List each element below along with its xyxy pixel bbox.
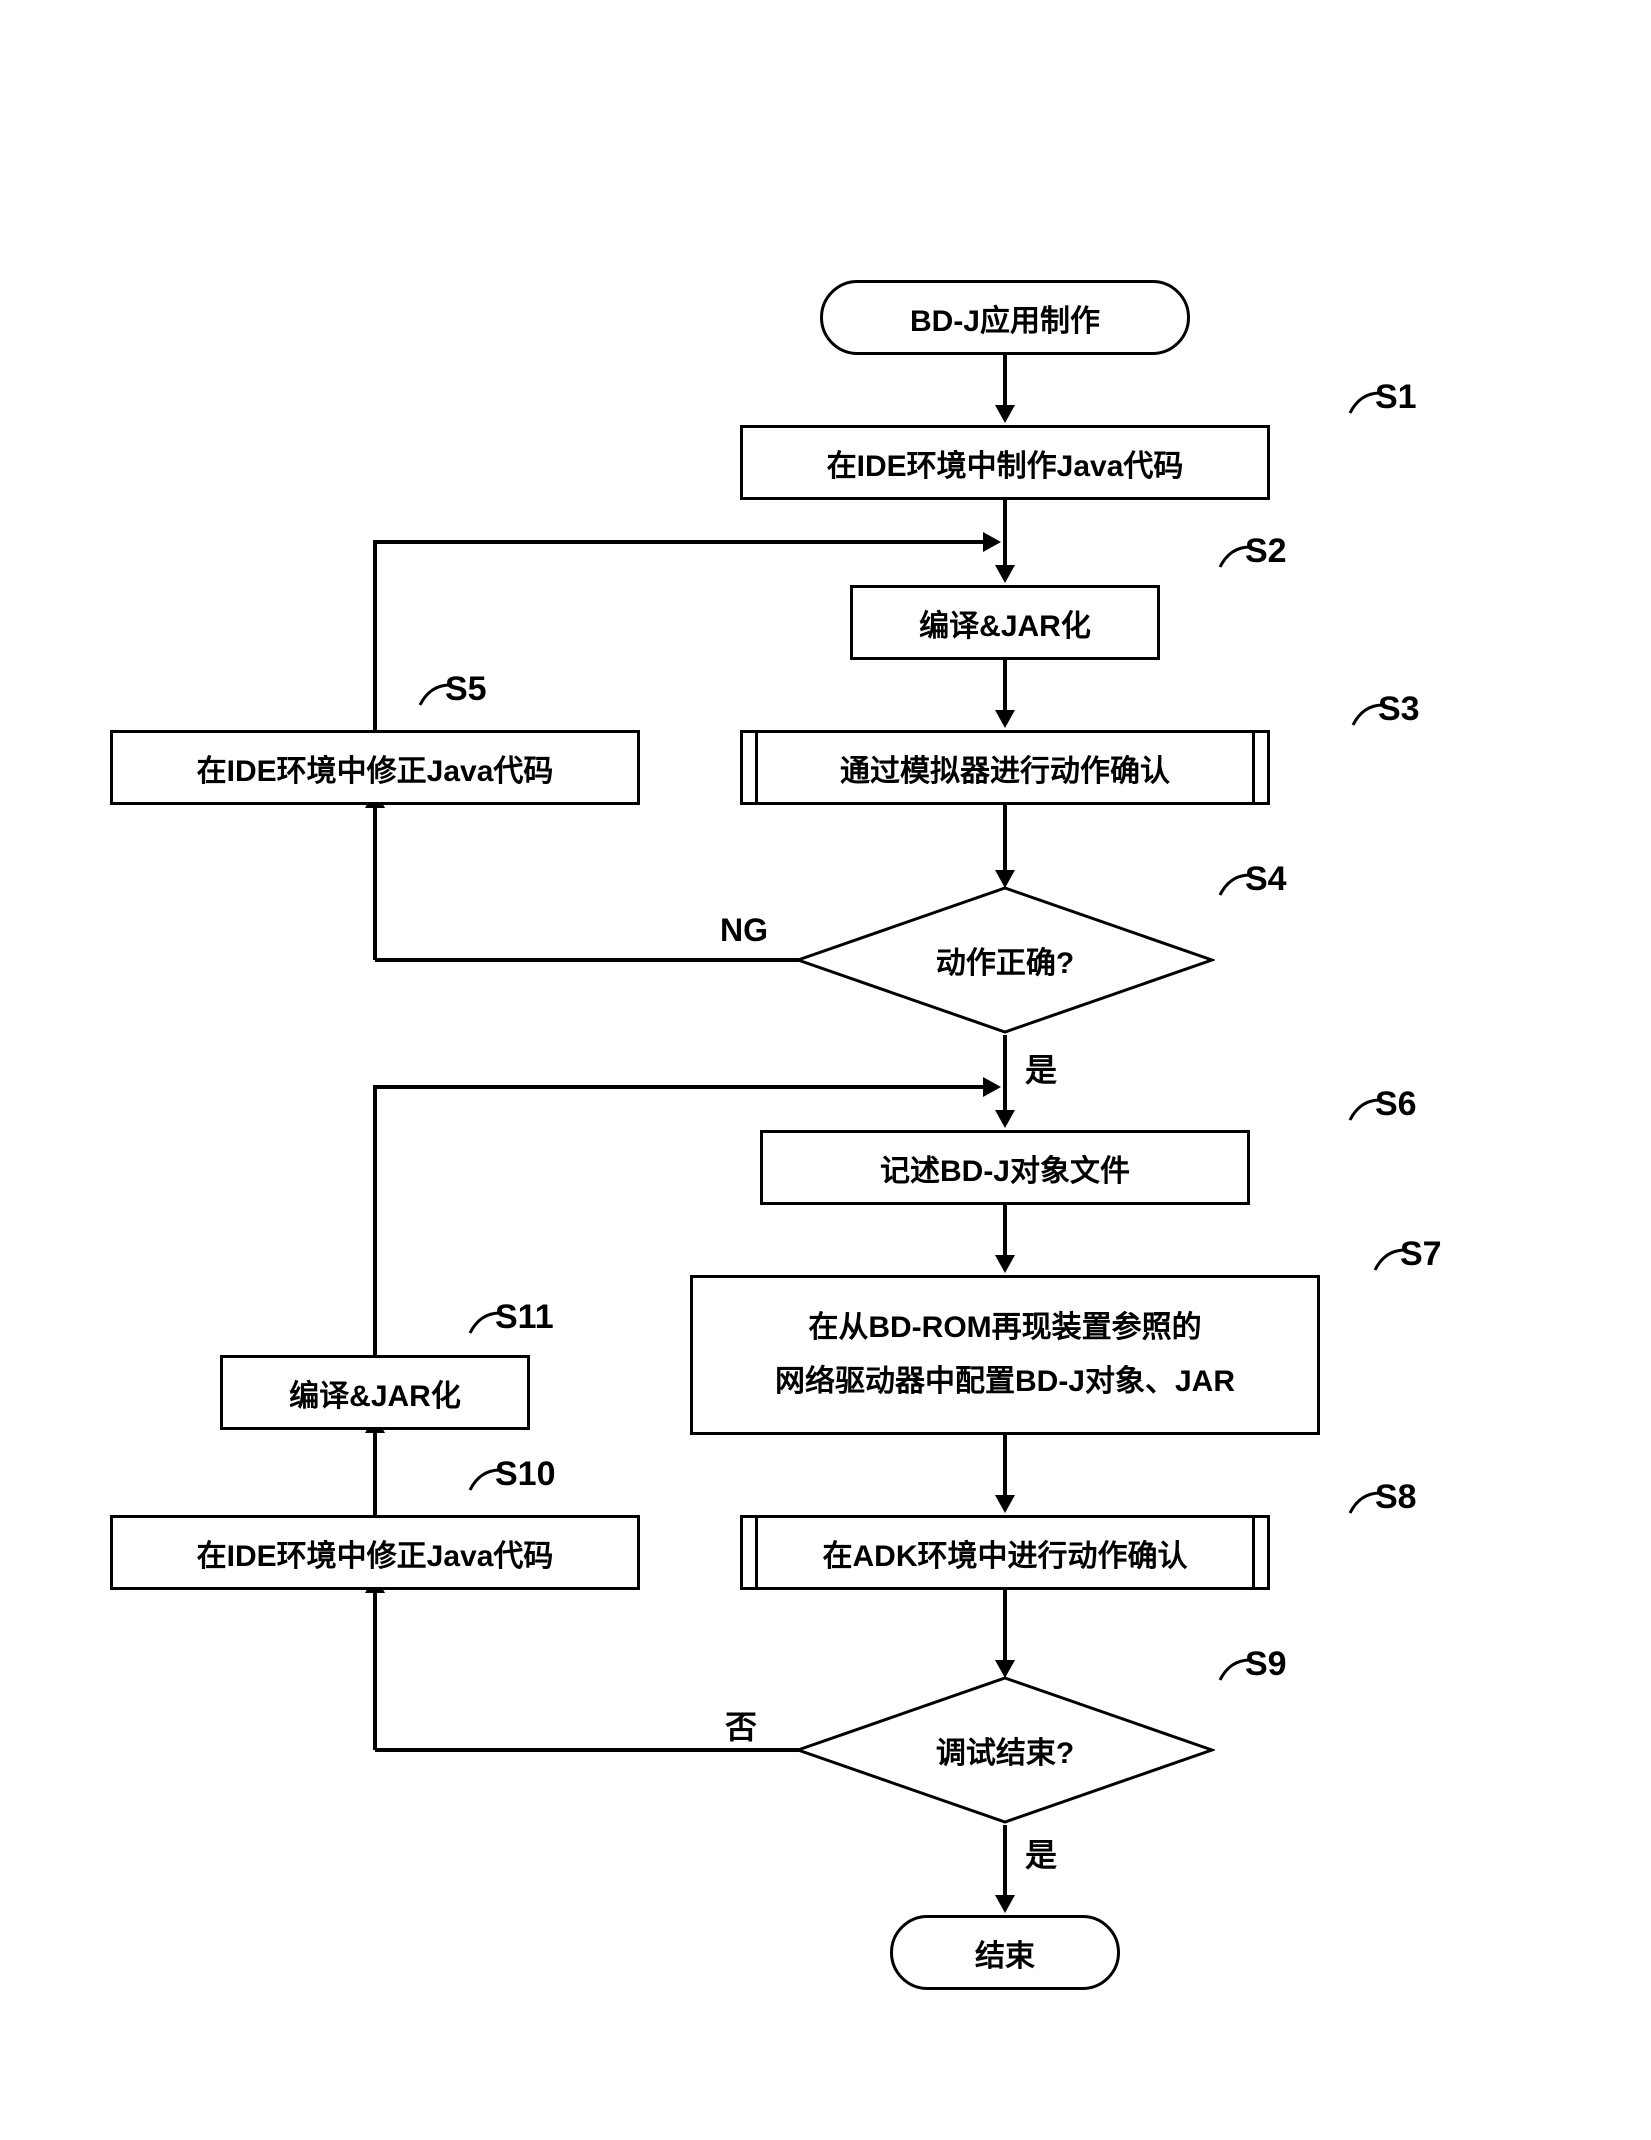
- step-label-s6: S6: [1375, 1085, 1417, 1124]
- s4-label: 动作正确?: [936, 938, 1074, 982]
- flowchart-s8: 在ADK环境中进行动作确认: [740, 1515, 1270, 1590]
- step-label-s5: S5: [445, 670, 487, 709]
- flowchart-start: BD-J应用制作: [820, 280, 1190, 355]
- arrowhead: [983, 532, 1001, 552]
- step-label-s2: S2: [1245, 532, 1287, 571]
- s9-label: 调试结束?: [936, 1728, 1074, 1772]
- s5-label: 在IDE环境中修正Java代码: [197, 746, 554, 790]
- flowchart-end: 结束: [890, 1915, 1120, 1990]
- arrow: [373, 805, 377, 960]
- arrow: [373, 540, 377, 730]
- arrowhead: [995, 1110, 1015, 1128]
- arrow: [1003, 355, 1007, 410]
- s7-label-1: 在从BD-ROM再现装置参照的: [808, 1301, 1201, 1355]
- arrow: [373, 1590, 377, 1750]
- flowchart-s2: 编译&JAR化: [850, 585, 1160, 660]
- step-label-s3: S3: [1378, 690, 1420, 729]
- edge-label-s4-no: NG: [720, 912, 768, 949]
- step-label-s1: S1: [1375, 378, 1417, 417]
- s2-label: 编译&JAR化: [919, 601, 1091, 645]
- arrow: [1003, 1590, 1007, 1665]
- step-label-s9: S9: [1245, 1645, 1287, 1684]
- s7-label-2: 网络驱动器中配置BD-J对象、JAR: [775, 1355, 1235, 1409]
- flowchart-s3: 通过模拟器进行动作确认: [740, 730, 1270, 805]
- arrow: [373, 1430, 377, 1515]
- arrow: [1003, 1035, 1007, 1115]
- flowchart-s5: 在IDE环境中修正Java代码: [110, 730, 640, 805]
- s3-label: 通过模拟器进行动作确认: [840, 746, 1170, 790]
- edge-label-s4-yes: 是: [1025, 1045, 1057, 1091]
- arrow: [1003, 1825, 1007, 1900]
- flowchart-s4: 动作正确?: [795, 885, 1215, 1035]
- arrowhead: [995, 405, 1015, 423]
- step-label-s11: S11: [495, 1298, 554, 1337]
- flowchart-s9: 调试结束?: [795, 1675, 1215, 1825]
- arrow: [375, 958, 800, 962]
- flowchart-s1: 在IDE环境中制作Java代码: [740, 425, 1270, 500]
- step-label-s10: S10: [495, 1455, 556, 1494]
- arrow: [1003, 660, 1007, 715]
- arrow: [373, 540, 988, 544]
- step-label-s7: S7: [1400, 1235, 1442, 1274]
- arrow: [375, 1748, 800, 1752]
- arrowhead: [995, 565, 1015, 583]
- step-label-s4: S4: [1245, 860, 1287, 899]
- arrow: [1003, 1205, 1007, 1260]
- arrowhead: [995, 1895, 1015, 1913]
- edge-label-s9-yes: 是: [1025, 1830, 1057, 1876]
- start-label: BD-J应用制作: [910, 296, 1100, 340]
- s11-label: 编译&JAR化: [289, 1371, 461, 1415]
- edge-label-s9-no: 否: [725, 1702, 757, 1748]
- s6-label: 记述BD-J对象文件: [880, 1146, 1130, 1190]
- arrowhead: [995, 1495, 1015, 1513]
- arrow: [373, 1085, 377, 1355]
- end-label: 结束: [975, 1931, 1035, 1975]
- flowchart-s11: 编译&JAR化: [220, 1355, 530, 1430]
- arrowhead: [983, 1077, 1001, 1097]
- flowchart-s6: 记述BD-J对象文件: [760, 1130, 1250, 1205]
- arrow: [373, 1085, 988, 1089]
- s1-label: 在IDE环境中制作Java代码: [827, 441, 1184, 485]
- arrow: [1003, 805, 1007, 875]
- flowchart-s7: 在从BD-ROM再现装置参照的 网络驱动器中配置BD-J对象、JAR: [690, 1275, 1320, 1435]
- s8-label: 在ADK环境中进行动作确认: [823, 1531, 1188, 1575]
- arrowhead: [995, 1255, 1015, 1273]
- arrow: [1003, 1435, 1007, 1500]
- step-label-s8: S8: [1375, 1478, 1417, 1517]
- arrowhead: [995, 710, 1015, 728]
- flowchart-s10: 在IDE环境中修正Java代码: [110, 1515, 640, 1590]
- s10-label: 在IDE环境中修正Java代码: [197, 1531, 554, 1575]
- arrow: [1003, 500, 1007, 570]
